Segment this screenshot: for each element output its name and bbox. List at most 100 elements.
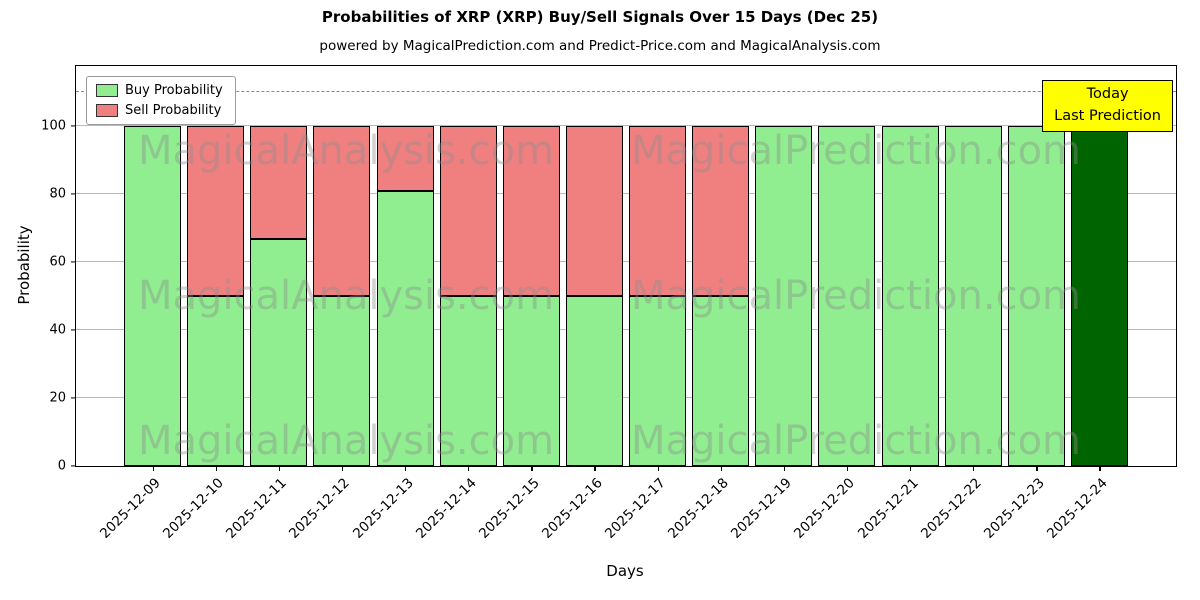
y-tick-mark xyxy=(71,465,76,467)
x-tick-mark xyxy=(720,466,722,471)
y-tick-label: 60 xyxy=(49,254,66,270)
y-tick-label: 20 xyxy=(49,390,66,406)
x-tick-mark xyxy=(1099,466,1101,471)
bar-2025-12-21 xyxy=(881,125,939,466)
x-tick-mark xyxy=(405,466,407,471)
sell-segment xyxy=(376,125,434,191)
chart-title: Probabilities of XRP (XRP) Buy/Sell Sign… xyxy=(321,8,879,26)
y-tick-mark xyxy=(71,261,76,263)
x-tick-mark xyxy=(783,466,785,471)
gridline xyxy=(76,260,1176,262)
bar-2025-12-20 xyxy=(818,125,876,466)
bar-2025-12-09 xyxy=(124,125,182,466)
sell-color-swatch xyxy=(96,104,118,117)
buy-segment xyxy=(124,125,182,466)
bar-2025-12-24 xyxy=(1070,125,1128,466)
sell-segment xyxy=(313,125,371,296)
buy-segment xyxy=(187,295,245,466)
gridline xyxy=(76,328,1176,330)
x-tick-mark xyxy=(341,466,344,471)
x-tick-mark xyxy=(910,466,912,471)
y-tick-mark xyxy=(71,397,76,399)
bar-2025-12-16 xyxy=(565,125,623,466)
buy-segment xyxy=(376,190,434,466)
buy-segment xyxy=(250,239,308,466)
today-buy-segment xyxy=(1070,125,1128,466)
x-tick-mark xyxy=(215,466,217,471)
dashed-reference-line xyxy=(76,90,1176,92)
buy-segment xyxy=(1007,125,1065,466)
x-tick-label: 2025-12-17 xyxy=(602,475,669,542)
x-tick-label: 2025-12-15 xyxy=(475,475,543,542)
sell-segment xyxy=(502,125,560,296)
gridline xyxy=(76,192,1176,194)
y-tick-label: 40 xyxy=(49,322,66,338)
bar-2025-12-22 xyxy=(944,125,1002,466)
legend-label-buy: Buy Probability xyxy=(125,83,223,98)
buy-segment xyxy=(944,125,1002,466)
sell-segment xyxy=(629,125,687,296)
buy-segment xyxy=(755,125,813,466)
buy-segment xyxy=(881,125,939,466)
y-tick-label: 0 xyxy=(57,458,66,474)
y-tick-mark xyxy=(71,193,76,195)
x-tick-label: 2025-12-14 xyxy=(412,475,480,542)
x-tick-mark xyxy=(531,466,533,471)
x-tick-mark xyxy=(278,466,280,471)
today-annotation: Today Last Prediction xyxy=(1042,80,1173,132)
x-tick-label: 2025-12-21 xyxy=(854,475,922,542)
x-tick-mark xyxy=(468,466,470,471)
buy-segment xyxy=(313,295,371,466)
x-tick-mark xyxy=(594,466,596,471)
x-tick-mark xyxy=(152,466,154,471)
y-tick-mark xyxy=(71,329,76,331)
x-axis-label: Days xyxy=(606,562,644,580)
x-tick-label: 2025-12-19 xyxy=(728,475,796,542)
x-tick-label: 2025-12-16 xyxy=(538,475,606,542)
bar-2025-12-14 xyxy=(439,125,497,466)
x-tick-label: 2025-12-20 xyxy=(791,475,859,542)
buy-color-swatch xyxy=(96,84,118,97)
sell-segment xyxy=(565,125,623,296)
legend-label-sell: Sell Probability xyxy=(125,103,222,118)
chart-subtitle: powered by MagicalPrediction.com and Pre… xyxy=(319,38,881,54)
buy-segment xyxy=(692,295,750,466)
y-tick-mark xyxy=(71,125,76,127)
x-tick-label: 2025-12-23 xyxy=(980,475,1048,542)
bar-2025-12-19 xyxy=(755,125,813,466)
bar-2025-12-12 xyxy=(313,125,371,466)
x-tick-label: 2025-12-22 xyxy=(917,475,985,542)
bar-2025-12-13 xyxy=(376,125,434,466)
buy-segment xyxy=(629,295,687,466)
x-tick-label: 2025-12-18 xyxy=(665,475,733,542)
buy-segment xyxy=(439,295,497,466)
plot-area: Buy Probability Sell Probability Today L… xyxy=(41,65,1177,542)
sell-segment xyxy=(692,125,750,296)
buy-segment xyxy=(818,125,876,466)
today-annotation-line1: Today xyxy=(1086,86,1129,102)
x-tick-mark xyxy=(973,466,975,471)
x-tick-mark xyxy=(657,466,659,471)
bar-2025-12-18 xyxy=(692,125,750,466)
bar-2025-12-15 xyxy=(502,125,560,466)
buy-segment xyxy=(565,295,623,466)
y-tick-label: 100 xyxy=(41,118,66,134)
x-tick-mark xyxy=(846,466,849,471)
bar-2025-12-10 xyxy=(187,125,245,466)
bar-2025-12-23 xyxy=(1007,125,1065,466)
x-tick-label: 2025-12-12 xyxy=(286,475,354,542)
sell-segment xyxy=(250,125,308,240)
x-tick-label: 2025-12-13 xyxy=(349,475,417,542)
x-tick-label: 2025-12-09 xyxy=(97,475,164,542)
x-tick-label: 2025-12-10 xyxy=(160,475,228,542)
legend-item-buy: Buy Probability xyxy=(96,83,223,98)
legend-item-sell: Sell Probability xyxy=(96,103,223,118)
sell-segment xyxy=(439,125,497,296)
buy-segment xyxy=(502,295,560,466)
bar-2025-12-11 xyxy=(250,125,308,466)
gridline xyxy=(76,396,1176,398)
x-tick-mark xyxy=(1036,466,1038,471)
gridline xyxy=(76,124,1176,126)
x-tick-label: 2025-12-24 xyxy=(1043,475,1111,542)
x-tick-label: 2025-12-11 xyxy=(223,475,291,542)
